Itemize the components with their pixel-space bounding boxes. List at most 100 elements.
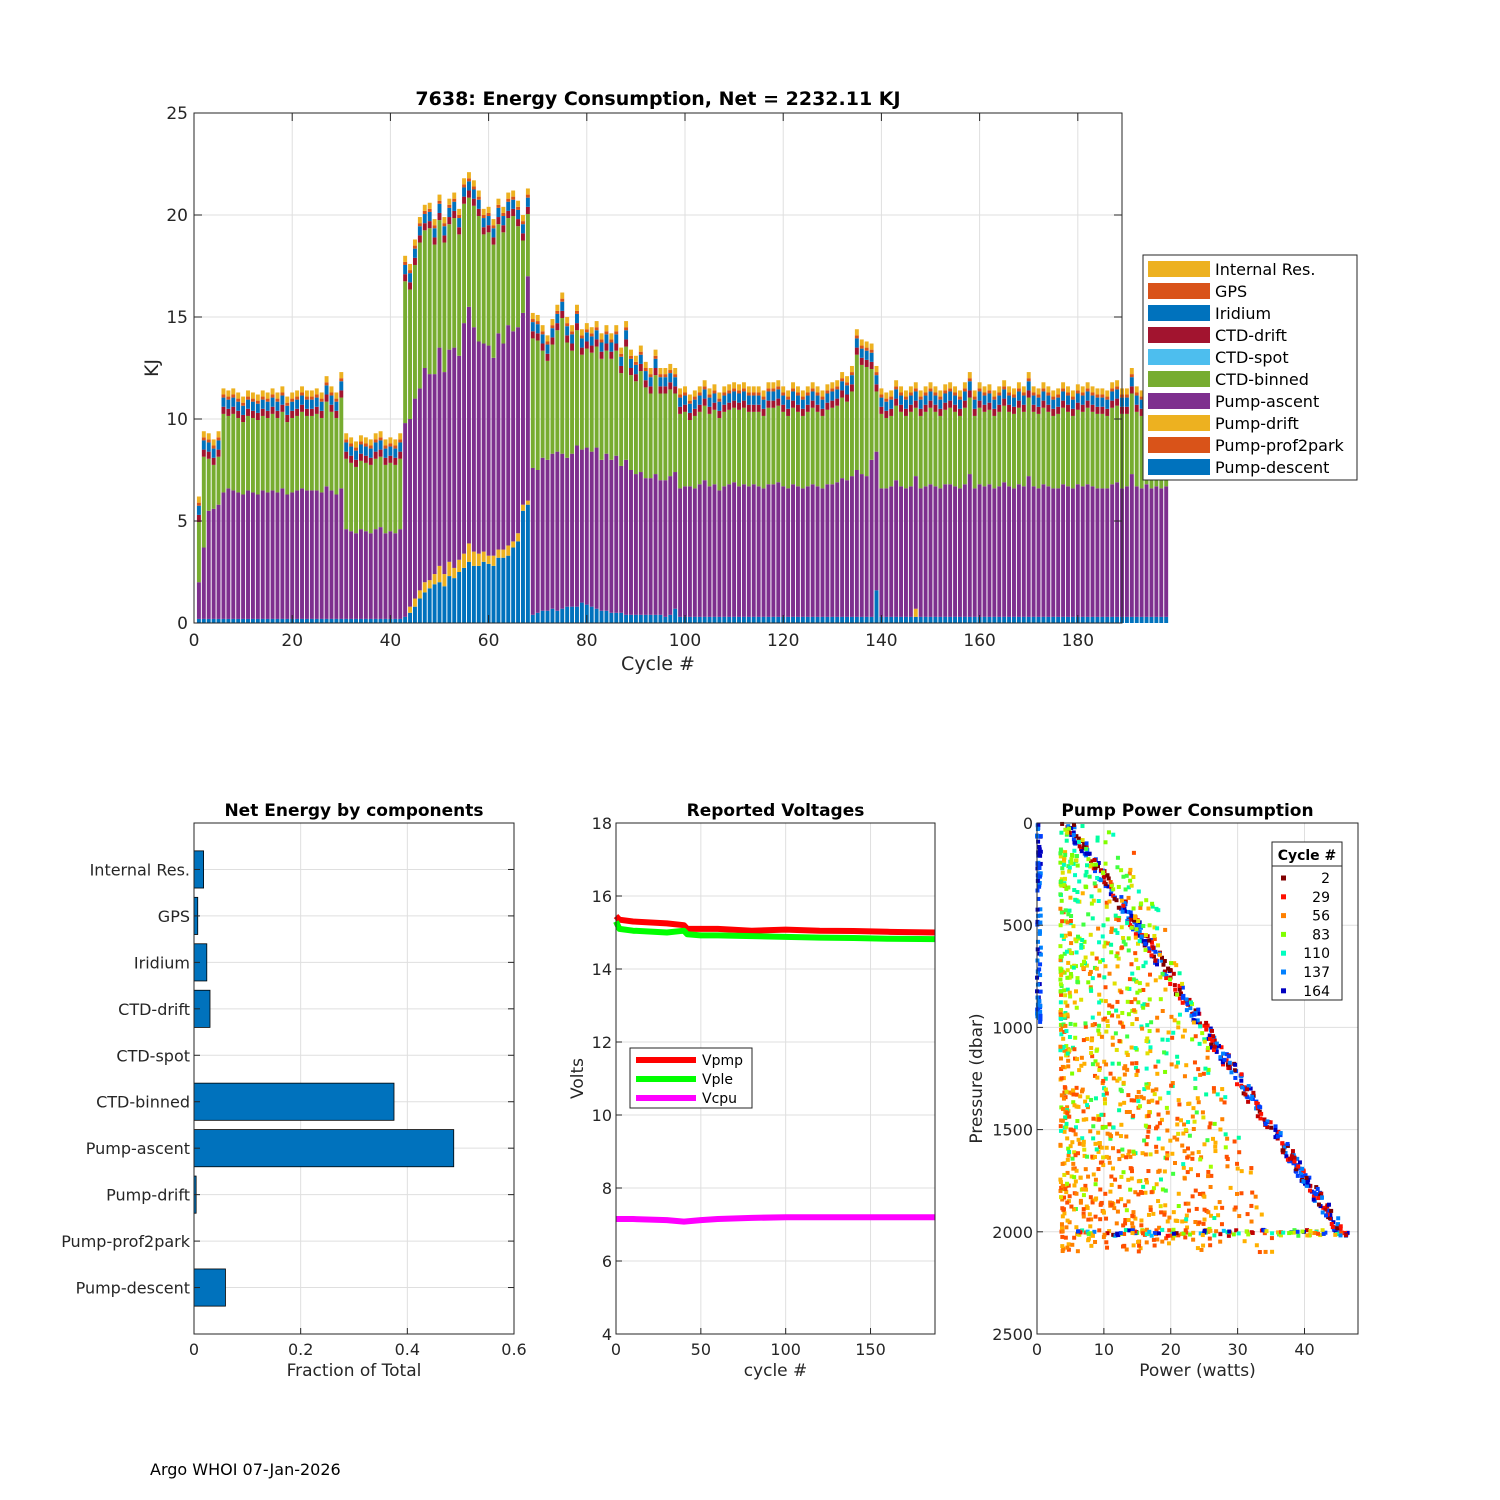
energy-bar-ctd-drift [717,410,722,418]
energy-bar-iridium [314,397,319,407]
energy-bar-ctd-drift [447,217,452,225]
pump-point [1065,1181,1070,1186]
energy-bar-ctd-binned [427,228,432,375]
energy-bar-ctd-drift [879,406,884,414]
energy-bar-iridium [722,395,727,405]
pump-point [1092,1154,1097,1159]
pump-point [1131,1243,1136,1248]
pump-point [1139,934,1144,939]
energy-bar-pump-descent [535,612,540,623]
pump-point [1295,1229,1300,1234]
energy-bar-internal-res [324,376,329,383]
energy-bar-ctd-binned [206,458,211,511]
energy-bar-pump-descent [633,614,638,623]
energy-bar-ctd-binned [594,346,599,448]
energy-bar-gps [653,355,658,359]
pump-point [1097,1023,1102,1028]
energy-bar-iridium [584,332,589,342]
pump-point [1249,1230,1254,1235]
pump-xtick-label: 30 [1227,1340,1247,1359]
pump-point [1262,1117,1267,1122]
energy-bar-pump-descent [830,616,835,623]
energy-bar-pump-ascent [977,484,982,617]
pump-point [1131,875,1136,880]
energy-bar-internal-res [840,372,845,379]
energy-bar-gps [314,394,319,398]
pump-point [1064,1029,1069,1034]
energy-bar-gps [800,396,805,400]
pump-point [1072,888,1077,893]
pump-point [1089,1045,1094,1050]
pump-point [1142,1138,1147,1143]
pump-point [1069,860,1074,865]
pump-point [1167,977,1172,982]
pump-point [1038,861,1043,866]
energy-bar-ctd-drift [516,219,521,227]
energy-bar-pump-ascent [373,529,378,619]
energy-bar-ctd-binned [609,358,614,460]
energy-bar-pump-ascent [741,484,746,617]
pump-point [1311,1194,1316,1199]
energy-bar-internal-res [462,178,467,185]
pump-point [1101,1235,1106,1240]
energy-bar-iridium [879,397,884,407]
energy-bar-pump-descent [707,616,712,623]
pump-point [1156,1136,1161,1141]
energy-xtick-label: 80 [576,631,598,651]
energy-bar-internal-res [1095,388,1100,395]
energy-bar-gps [408,270,413,274]
energy-bar-pump-descent [584,604,589,623]
energy-bar-pump-descent [403,616,408,623]
pump-point [1127,871,1132,876]
pump-point [1064,832,1069,837]
pump-point [1249,1096,1254,1101]
pump-point [1131,1113,1136,1118]
energy-bar-pump-ascent [1149,488,1154,617]
pump-point [1120,1147,1125,1152]
pump-point [1071,1092,1076,1097]
pump-point [1065,1111,1070,1116]
energy-bar-pump-descent [417,598,422,623]
energy-bar-internal-res [457,208,462,215]
pump-point [1161,962,1166,967]
pump-point [1071,965,1076,970]
energy-bar-ctd-binned [1085,407,1090,485]
pump-point [1060,919,1065,924]
pump-point [1231,1232,1236,1237]
pump-point [1120,1010,1125,1015]
pump-point [1132,1229,1137,1234]
energy-bar-gps [457,215,462,219]
energy-bar-iridium [1066,395,1070,405]
energy-bar-pump-descent [432,584,437,623]
pump-point [1090,1015,1095,1020]
energy-bar-ctd-drift [545,353,550,361]
energy-bar-ctd-drift [746,404,751,412]
pump-point [1253,1194,1258,1199]
pump-point [1305,1180,1310,1185]
energy-bar-pump-drift [481,551,486,562]
energy-bar-ctd-drift [344,451,349,459]
energy-bar-gps [958,396,962,400]
energy-bar-iridium [491,228,496,238]
energy-bar-ctd-binned [545,360,550,460]
pump-point [1125,1052,1130,1057]
pump-point [1133,1065,1138,1070]
pump-point [1083,955,1088,960]
pump-point [1065,1012,1070,1017]
pump-point [1191,1020,1196,1025]
pump-point [1106,876,1111,881]
energy-bar-iridium [427,211,432,222]
energy-bar-iridium [643,371,648,381]
energy-bar-ctd-drift [373,451,378,459]
energy-bar-pump-descent [373,618,378,623]
energy-bar-gps [643,368,648,372]
energy-bar-gps [442,223,447,227]
pump-point [1163,1203,1168,1208]
pump-point [1217,1200,1222,1205]
pump-point [1171,1231,1176,1236]
energy-bar-pump-ascent [354,533,358,619]
energy-bar-ctd-binned [1016,407,1021,485]
energy-bar-pump-ascent [314,490,319,619]
pump-point [1124,1208,1129,1213]
pump-point [1163,1069,1168,1074]
